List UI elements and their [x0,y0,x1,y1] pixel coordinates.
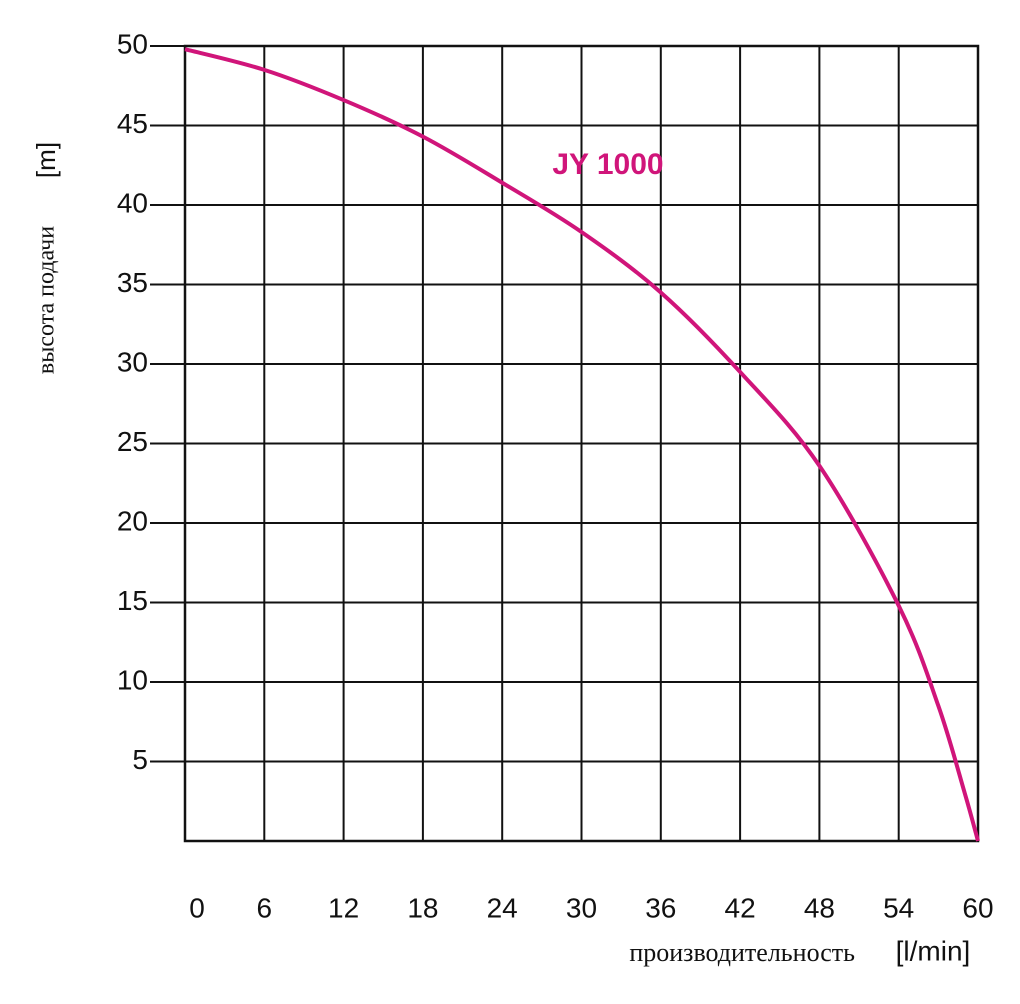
y-tick-label: 25 [117,426,148,457]
x-label: производительность [629,938,855,967]
y-tick-label: 5 [132,744,148,775]
series-label: JY 1000 [552,148,663,181]
y-tick-label: 40 [117,187,148,218]
x-tick-label: 60 [962,892,993,923]
x-tick-label: 12 [328,892,359,923]
x-tick-label: 6 [257,892,273,923]
y-label: высота подачи [34,226,60,374]
x-tick-label: 54 [883,892,914,923]
x-unit: [l/min] [896,935,971,966]
data-line [184,47,980,842]
y-unit: [m] [31,142,61,178]
x-tick-label: 18 [407,892,438,923]
y-tick-label: 30 [117,346,148,377]
y-axis-title: высота подачи [m] [31,142,61,374]
x-tick-label: 36 [645,892,676,923]
x-tick-label: 48 [804,892,835,923]
y-tick-label: 50 [117,28,148,59]
x-tick-label: 42 [725,892,756,923]
x-tick-label: 30 [566,892,597,923]
y-tick-label: 35 [117,267,148,298]
x-tick-label: 0 [189,892,205,923]
y-tick-label: 20 [117,505,148,536]
y-tick-label: 45 [117,108,148,139]
x-tick-label: 24 [487,892,518,923]
y-tick-label: 10 [117,664,148,695]
y-tick-label: 15 [117,585,148,616]
